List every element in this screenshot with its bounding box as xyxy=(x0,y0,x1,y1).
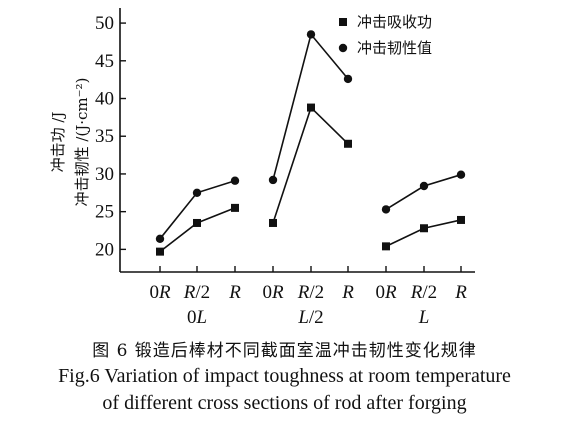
legend-label: 冲击韧性值 xyxy=(357,39,432,57)
plot-area: 20 25 30 35 40 45 50 0R R/2 R 0L 0R R/2 R L/2 0R R/2 R L 冲击… xyxy=(49,8,475,328)
y-axis-label: 冲击韧性 /(J·cm⁻²) xyxy=(73,78,91,207)
x-category-label: R/2 xyxy=(183,282,210,303)
data-point-circle xyxy=(268,175,278,185)
series-line-2 xyxy=(385,173,462,211)
x-category-label: R xyxy=(341,282,354,303)
data-point-circle xyxy=(343,74,353,84)
y-tick-label: 40 xyxy=(95,89,114,110)
y-tick-label: 20 xyxy=(95,239,114,260)
legend-circle-icon xyxy=(338,43,348,53)
figure-caption-english-line2: of different cross sections of rod after… xyxy=(102,392,467,414)
x-group-label: L xyxy=(418,307,430,328)
y-tick-label: 30 xyxy=(95,164,114,185)
x-group-label: L/2 xyxy=(297,307,323,328)
series-line-1 xyxy=(385,219,462,248)
data-point-circle xyxy=(192,188,202,197)
data-point-square xyxy=(382,242,390,251)
y-tick-label: 50 xyxy=(95,13,114,34)
data-point-square xyxy=(193,218,201,227)
data-point-circle xyxy=(155,234,165,244)
x-category-label: R xyxy=(228,282,241,303)
data-point-square xyxy=(344,139,352,148)
x-group-label: 0L xyxy=(187,307,207,328)
y-tick-label: 25 xyxy=(95,202,114,223)
data-point-circle xyxy=(419,181,429,191)
y-tick-label: 35 xyxy=(95,126,114,147)
data-point-square xyxy=(231,203,239,212)
data-point-circle xyxy=(381,205,391,214)
data-point-square xyxy=(307,103,315,112)
figure-caption-chinese: 图 6 锻造后棒材不同截面室温冲击韧性变化规律 xyxy=(92,341,477,361)
data-point-circle xyxy=(306,30,316,39)
x-category-label: R/2 xyxy=(410,282,437,303)
x-category-label: 0R xyxy=(375,282,397,303)
data-point-square xyxy=(457,215,465,224)
x-category-label: 0R xyxy=(262,282,284,303)
x-category-label: R xyxy=(454,282,467,303)
series-line-1 xyxy=(159,207,236,253)
data-point-square xyxy=(269,218,277,227)
x-category-label: R/2 xyxy=(297,282,324,303)
figure-caption-english-line1: Fig.6 Variation of impact toughness at r… xyxy=(58,365,511,387)
legend-square-icon xyxy=(339,18,347,26)
legend-label: 冲击吸收功 xyxy=(357,13,432,31)
y-tick-label: 45 xyxy=(95,51,114,72)
x-category-label: 0R xyxy=(149,282,171,303)
data-point-circle xyxy=(456,170,466,179)
data-point-square xyxy=(156,247,164,256)
data-point-square xyxy=(420,224,428,233)
data-point-circle xyxy=(230,176,240,185)
y-axis-label: 冲击功 /J xyxy=(49,112,67,173)
series-line-1 xyxy=(272,106,349,224)
